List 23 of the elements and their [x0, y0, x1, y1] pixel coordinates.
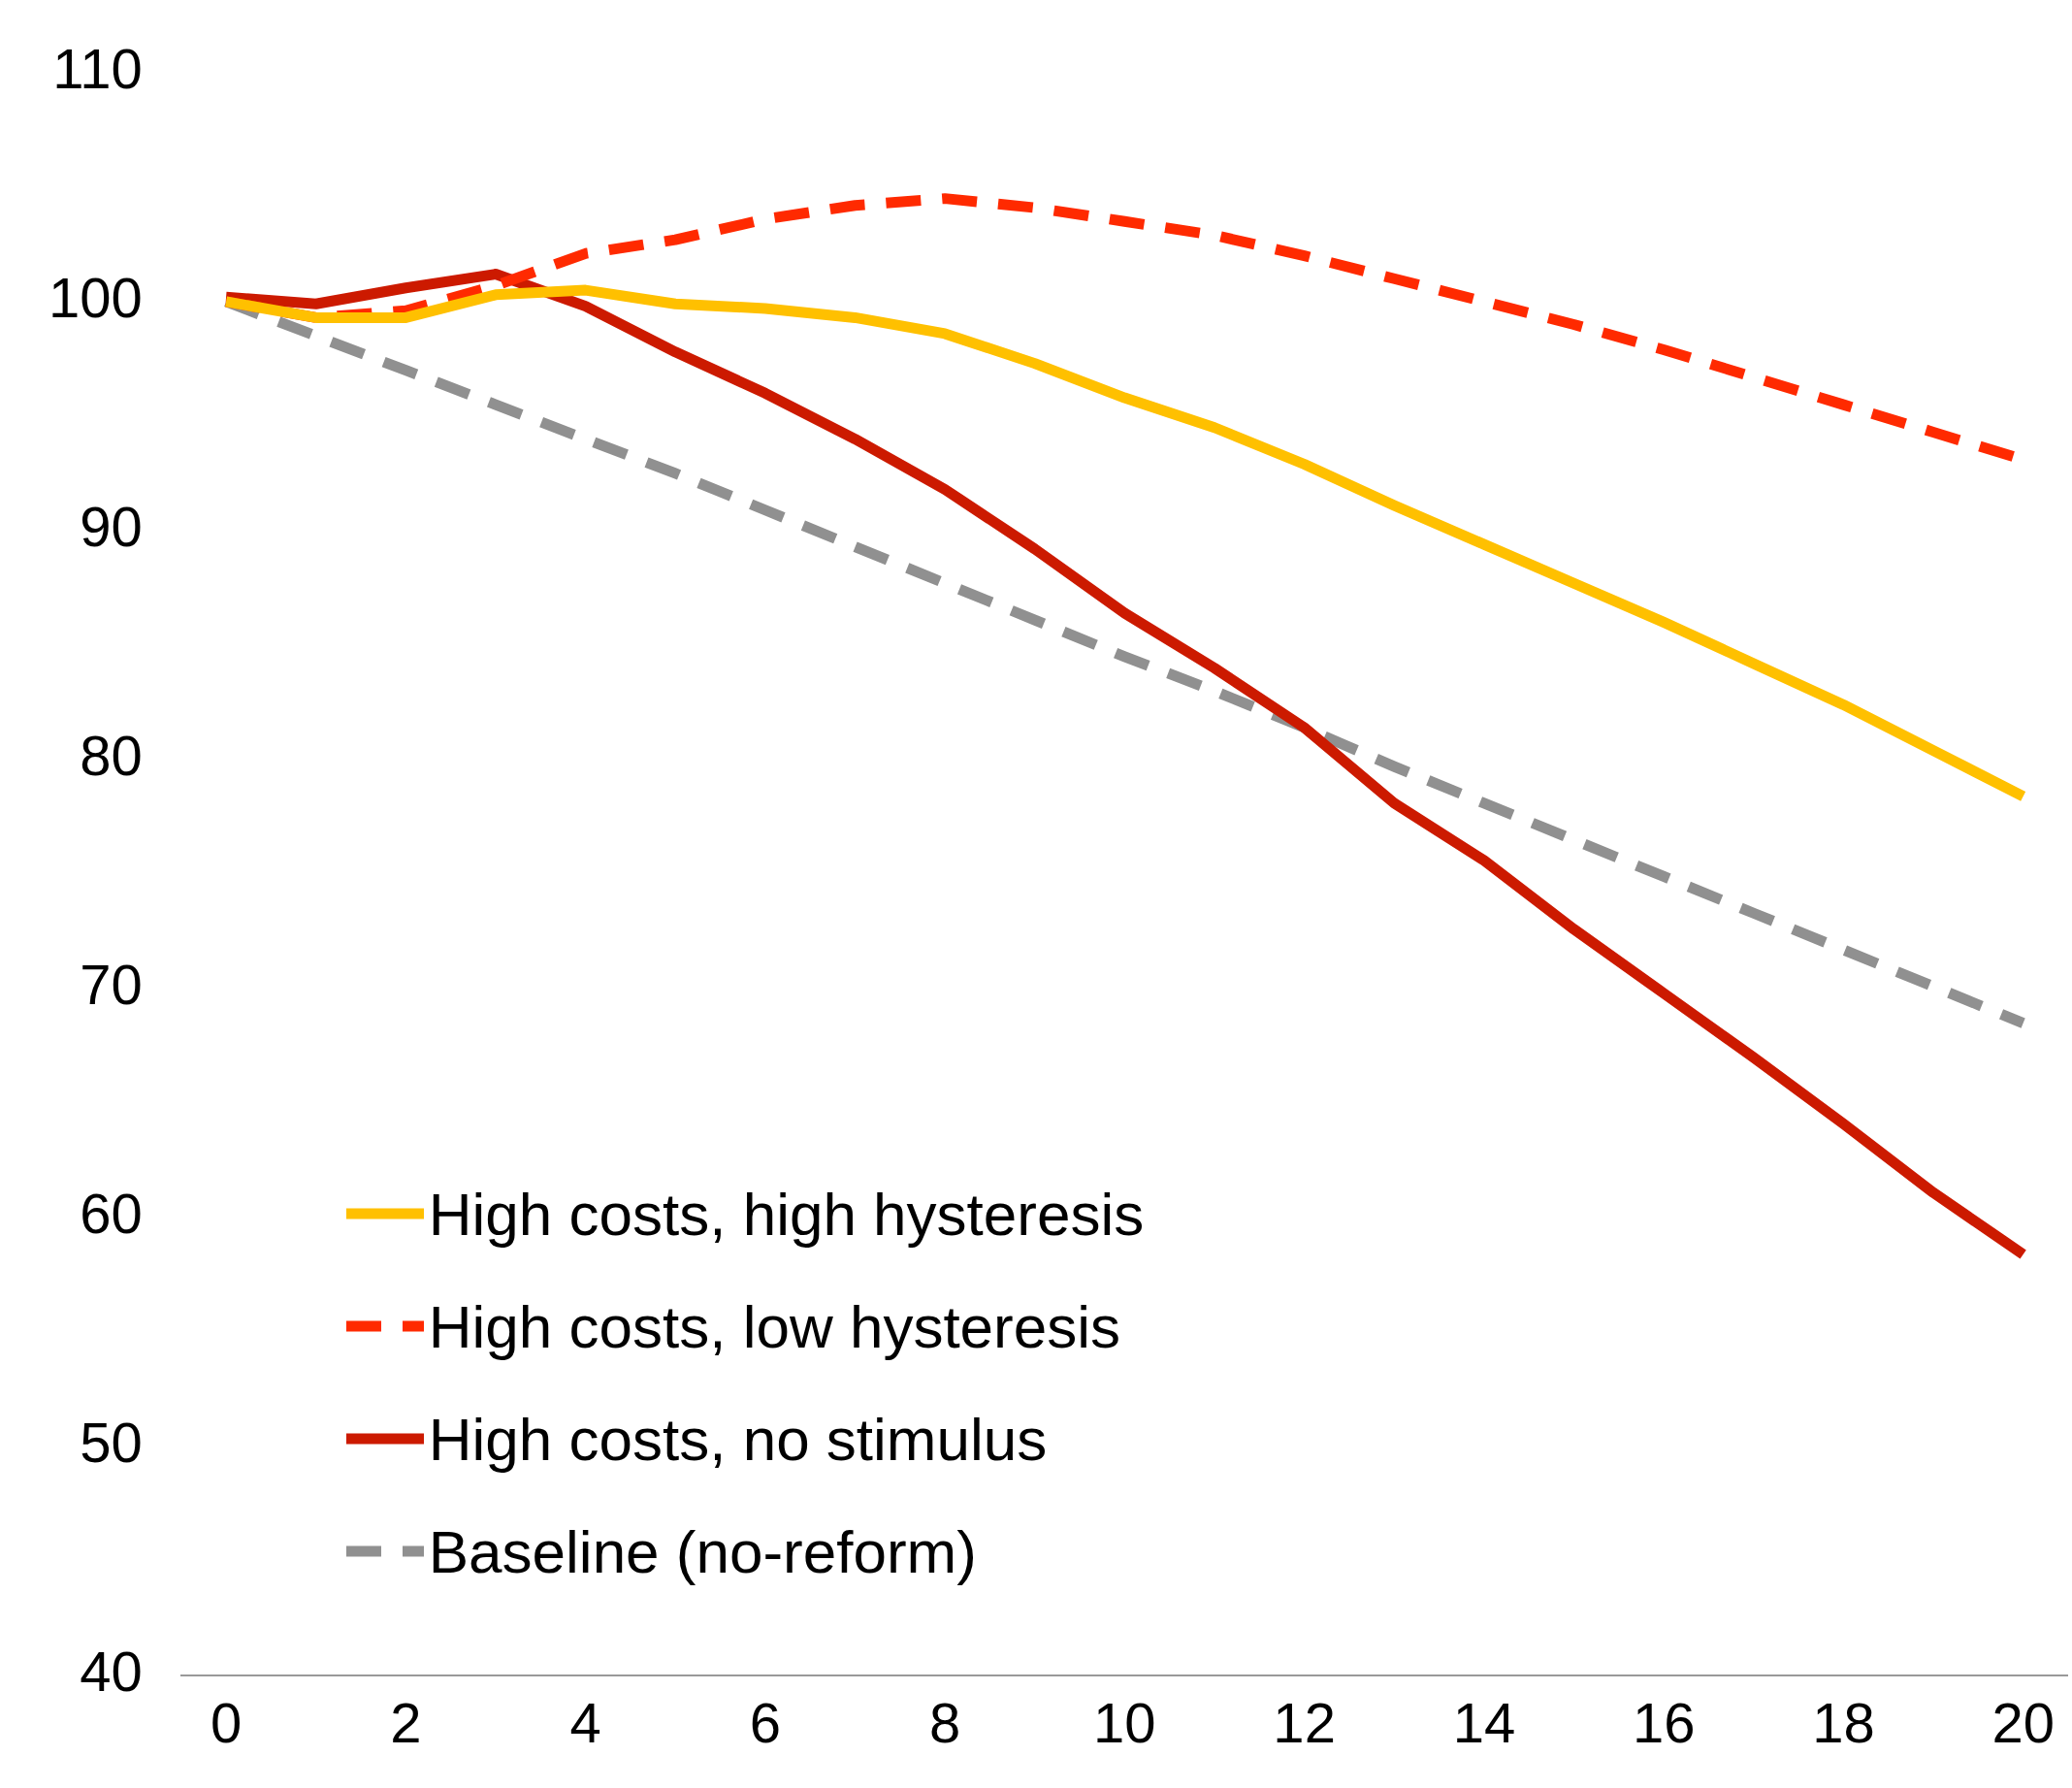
y-tick-label: 80 — [80, 724, 143, 788]
y-tick-label: 40 — [80, 1640, 143, 1704]
x-tick-label: 8 — [928, 1691, 961, 1755]
legend-label: High costs, no stimulus — [428, 1404, 1048, 1474]
x-tick-label: 2 — [390, 1691, 422, 1755]
x-tick-label: 0 — [210, 1691, 243, 1755]
x-tick-label: 20 — [1991, 1691, 2055, 1755]
y-tick-label: 50 — [80, 1411, 143, 1475]
legend-label: High costs, high hysteresis — [428, 1179, 1145, 1249]
y-tick-label: 110 — [52, 36, 143, 100]
x-tick-label: 14 — [1452, 1691, 1516, 1755]
y-tick-label: 60 — [80, 1182, 143, 1246]
x-tick-label: 18 — [1812, 1691, 1875, 1755]
y-tick-label: 70 — [80, 953, 143, 1017]
legend-label: High costs, low hysteresis — [428, 1291, 1121, 1361]
y-tick-label: 90 — [80, 494, 143, 558]
legend-label: Baseline (no-reform) — [428, 1516, 977, 1586]
x-tick-label: 6 — [749, 1691, 781, 1755]
x-tick-label: 4 — [569, 1691, 601, 1755]
x-tick-label: 16 — [1632, 1691, 1696, 1755]
x-tick-label: 10 — [1093, 1691, 1156, 1755]
x-tick-label: 12 — [1273, 1691, 1336, 1755]
y-tick-label: 100 — [48, 265, 143, 329]
